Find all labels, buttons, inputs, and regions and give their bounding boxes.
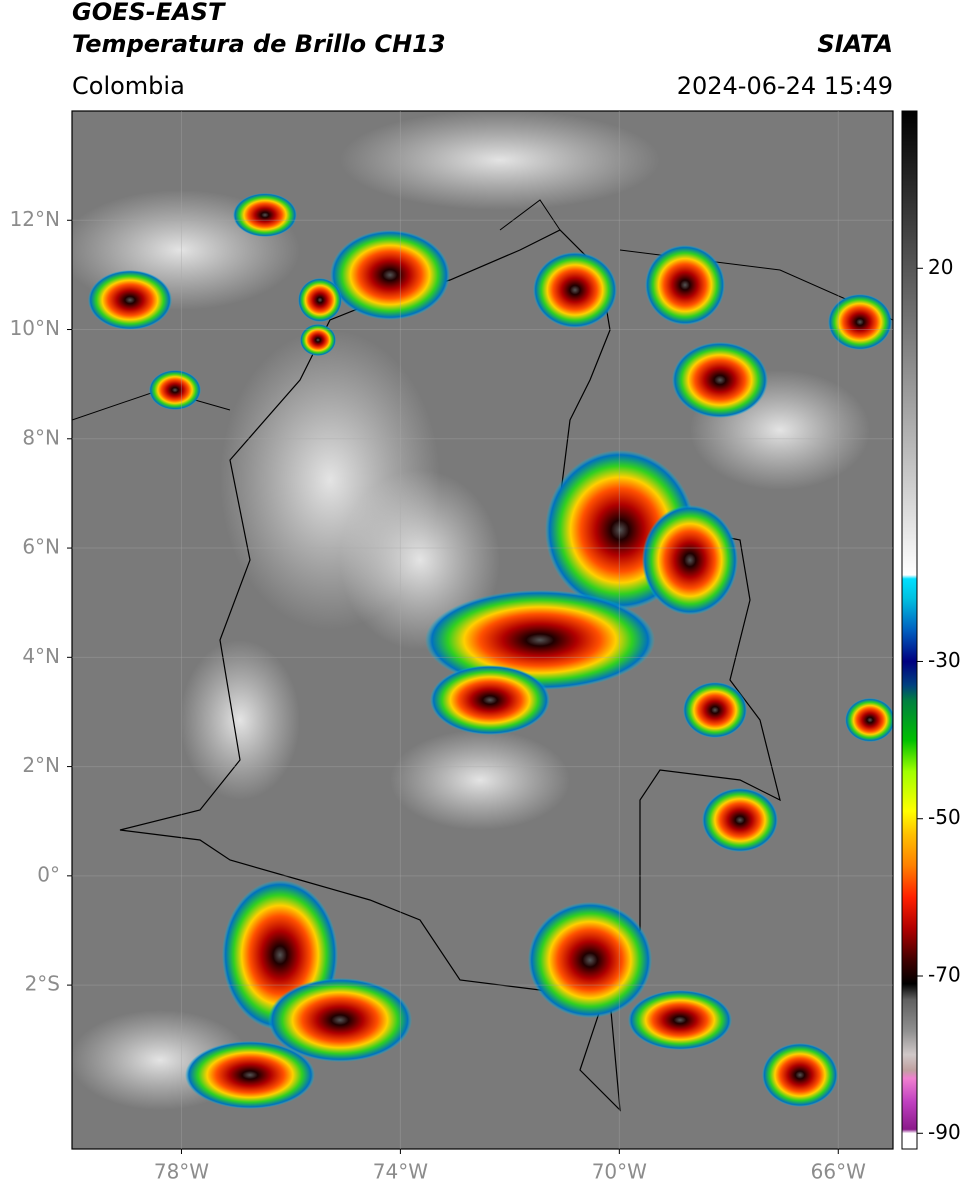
y-tick-label: 2°S (25, 972, 60, 996)
x-tick-label: 66°W (811, 1160, 866, 1184)
y-tick-label: 12°N (10, 207, 60, 231)
x-tick-label: 78°W (154, 1160, 209, 1184)
colorbar-tick-label: -30 (928, 648, 961, 672)
x-tick-label: 70°W (592, 1160, 647, 1184)
colorbar-tick-label: -90 (928, 1120, 961, 1144)
y-tick-label: 4°N (22, 644, 60, 668)
y-tick-label: 10°N (10, 316, 60, 340)
country-border (119, 229, 781, 1112)
region: Colombia (72, 72, 185, 100)
colorbar-tick-label: -50 (928, 805, 961, 829)
y-tick-label: 0° (37, 862, 60, 886)
storms (88, 193, 893, 1109)
x-tick-label: 74°W (373, 1160, 428, 1184)
map-frame (71, 110, 894, 1150)
title: GOES-EAST (72, 0, 226, 26)
subtitle: Temperatura de Brillo CH13 (72, 30, 446, 58)
colorbar (901, 110, 918, 1150)
datetime: 2024-06-24 15:49 (677, 72, 893, 100)
map-image (72, 111, 893, 1149)
colorbar-tick-label: 20 (928, 255, 953, 279)
y-tick-label: 8°N (22, 425, 60, 449)
y-tick-label: 2°N (22, 753, 60, 777)
credit: SIATA (817, 30, 893, 58)
y-tick-label: 6°N (22, 535, 60, 559)
colorbar-tick-label: -70 (928, 963, 961, 987)
